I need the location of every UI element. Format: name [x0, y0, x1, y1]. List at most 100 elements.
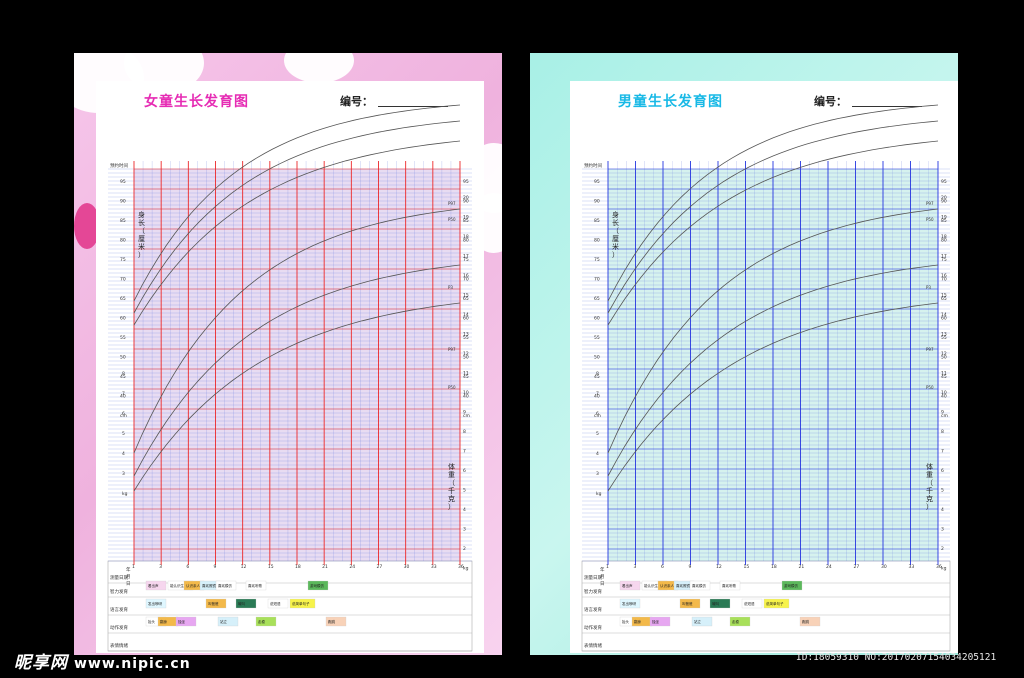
- milestone-text: 说简单句子: [766, 601, 784, 606]
- height-tick-label: 60: [594, 316, 600, 322]
- weight-tick-label: 12: [941, 351, 947, 357]
- bottom-row-label: 表情情绪: [110, 642, 128, 649]
- height-tick-label: 50: [120, 355, 126, 361]
- bottom-row-label: 测量日期: [584, 574, 602, 581]
- milestone-text: 喜欢听歌: [248, 583, 262, 588]
- weight-tick-label: 11: [941, 371, 947, 377]
- cloud-decoration: [284, 53, 354, 83]
- weight-axis-label: 克: [926, 495, 933, 503]
- height-tick-label: 90: [594, 199, 600, 205]
- poster-title: 男童生长发育图: [618, 94, 723, 110]
- weight-curve-p3: [133, 302, 461, 492]
- weight-tick-label: 6: [122, 411, 125, 417]
- weight-tick-label: 9: [941, 410, 944, 416]
- curve-label: P97: [926, 347, 934, 352]
- height-curve-p3: [607, 140, 939, 326]
- watermark-logo-text: 昵享网: [14, 653, 68, 673]
- milestone-box: [235, 598, 257, 609]
- milestone-text: 能认识生人: [644, 583, 662, 588]
- height-tick-label: 65: [594, 296, 600, 302]
- milestone-box: [679, 598, 701, 609]
- milestone-text: 发出咿呀: [148, 601, 162, 606]
- milestone-text: 喜欢模仿: [218, 583, 232, 588]
- age-tick-label: 24: [349, 564, 355, 570]
- age-tick-label: 12: [241, 564, 247, 570]
- milestone-text: 跑跳: [802, 619, 810, 624]
- milestone-box: [175, 616, 197, 627]
- measure-date-unit: 日: [126, 581, 131, 587]
- height-tick-label: cm: [941, 414, 948, 419]
- weight-tick-label: 6: [941, 468, 944, 474]
- age-tick-label: 15: [744, 564, 750, 570]
- weight-tick-label: 10: [941, 390, 947, 396]
- height-tick-label: 90: [941, 199, 947, 205]
- weight-tick-label: 3: [463, 527, 466, 533]
- weight-tick-label: 19: [463, 215, 469, 221]
- height-curve-p3: [133, 140, 461, 326]
- height-tick-label: 55: [941, 335, 947, 341]
- weight-tick-label: 4: [941, 507, 944, 513]
- bottom-row-label: 智力发育: [110, 588, 128, 595]
- weight-tick-label: 5: [463, 488, 466, 494]
- weight-tick-label: 4: [596, 451, 599, 457]
- number-blank: [378, 106, 448, 107]
- height-curve-p97: [607, 104, 939, 302]
- weight-tick-label: 5: [941, 488, 944, 494]
- milestone-box: [799, 616, 821, 627]
- girl-growth-chart-poster: 女童生长发育图 编号： 1 3 6 9 12 15 18 21 24 27 30 33 36 预约时间 95…: [74, 53, 502, 655]
- weight-tick-label: 15: [941, 293, 947, 299]
- milestone-text: 认识亲人: [660, 583, 674, 588]
- milestone-text: 游戏模仿: [784, 583, 798, 588]
- measure-date-unit: 月: [126, 574, 131, 580]
- weight-tick-label: kg: [463, 566, 469, 572]
- site-watermark: 昵享网 www.nipic.cn: [14, 648, 191, 673]
- height-axis-label: ）: [138, 251, 145, 259]
- milestone-text: 看出声: [148, 583, 159, 588]
- strawberry-icon: [74, 203, 100, 249]
- weight-tick-label: 4: [122, 451, 125, 457]
- milestone-text: 走稳: [258, 619, 266, 624]
- height-tick-label: cm: [463, 414, 470, 419]
- milestone-text: 说简单句子: [292, 601, 310, 606]
- weight-tick-label: 16: [941, 273, 947, 279]
- height-axis-label: 厘: [138, 235, 145, 243]
- weight-tick-label: 18: [941, 234, 947, 240]
- milestone-text: 翻身: [160, 619, 167, 624]
- height-tick-label: 55: [594, 335, 600, 341]
- weight-curve-p50: [133, 264, 461, 477]
- height-axis-label: 长: [612, 218, 619, 227]
- milestone-box: [619, 598, 641, 609]
- milestone-text: 说短语: [744, 601, 755, 606]
- height-tick-label: cm: [594, 414, 601, 419]
- weight-tick-label: 10: [463, 390, 469, 396]
- top-row-label: 预约时间: [584, 162, 602, 169]
- weight-tick-label: 3: [941, 527, 944, 533]
- chart-sheet: 女童生长发育图 编号： 1 3 6 9 12 15 18 21 24 27 30 33 36 预约时间 95…: [96, 81, 484, 653]
- height-tick-label: 75: [120, 257, 126, 263]
- weight-tick-label: 16: [463, 273, 469, 279]
- milestone-box: [763, 598, 790, 609]
- height-axis-label: 身: [612, 210, 619, 219]
- weight-tick-label: 17: [941, 254, 947, 260]
- curve-label: P97: [926, 201, 934, 206]
- height-axis-label: 米: [138, 242, 145, 251]
- weight-tick-label: 13: [941, 332, 947, 338]
- milestone-text: 抬头: [622, 619, 630, 624]
- height-axis-label: 身: [138, 210, 145, 219]
- height-tick-label: 65: [463, 296, 469, 302]
- milestone-box: [691, 616, 713, 627]
- milestone-text: 抬头: [148, 619, 155, 624]
- height-axis-label: ）: [612, 251, 619, 259]
- milestone-text: 发出咿呀: [622, 601, 636, 606]
- height-axis-label: 米: [612, 242, 619, 251]
- image-id-text: ID:18059310 NO:20170207154034205121: [796, 652, 997, 663]
- age-tick-label: 33: [909, 564, 915, 570]
- height-tick-label: 85: [594, 218, 600, 224]
- height-tick-label: 45: [941, 374, 947, 380]
- height-curve-p50: [133, 120, 461, 314]
- milestone-box: [217, 616, 239, 627]
- milestone-text: 喜欢听歌: [722, 583, 736, 588]
- height-tick-label: 95: [941, 179, 947, 185]
